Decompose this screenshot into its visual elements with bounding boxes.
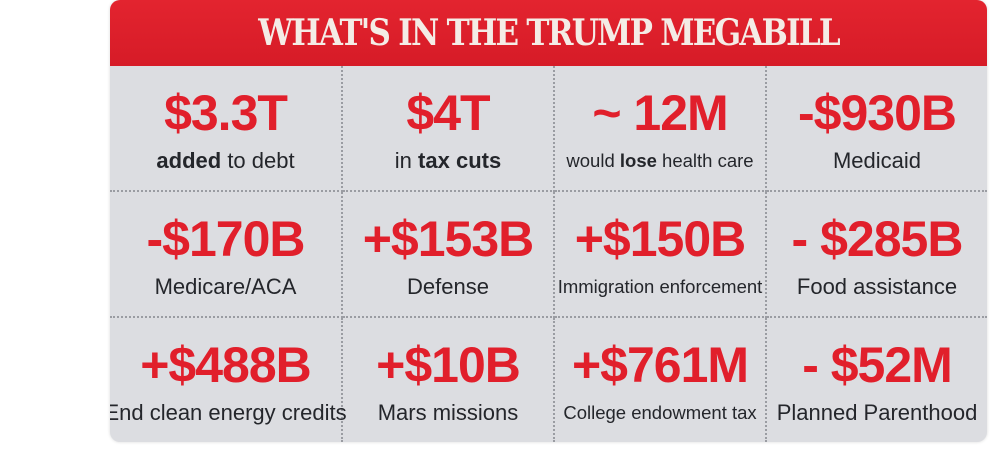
stat-label: Defense	[407, 273, 489, 301]
stat-value: $3.3T	[164, 85, 288, 141]
stat-label-text: would	[566, 150, 620, 171]
stat-cell: -$930B Medicaid	[767, 66, 987, 192]
stat-label-text: in	[394, 148, 419, 173]
stat-value: - $285B	[791, 211, 964, 267]
stat-label-text: Medicare/ACA	[154, 274, 297, 299]
stat-cell: -$170B Medicare/ACA	[110, 192, 343, 318]
stat-label: added to debt	[156, 147, 294, 175]
stat-label: Mars missions	[378, 399, 519, 427]
stat-value: +$761M	[571, 337, 749, 393]
infographic-title: WHAT'S IN THE TRUMP MEGABILL	[258, 12, 840, 54]
stat-label-text: Mars missions	[377, 400, 519, 425]
stat-cell: $3.3T added to debt	[110, 66, 343, 192]
stat-cell: +$150B Immigration enforcement	[555, 192, 767, 318]
stat-cell: +$153B Defense	[343, 192, 555, 318]
stat-label-text: Defense	[407, 274, 489, 299]
stat-label-text: End clean energy credits	[110, 400, 347, 425]
stat-cell: +$761M College endowment tax	[555, 318, 767, 442]
stat-label: Food assistance	[797, 273, 957, 301]
stat-value: +$10B	[376, 337, 521, 393]
stat-value: - $52M	[802, 337, 953, 393]
stat-label-text: health care	[656, 150, 754, 171]
stat-label-emphasis: added	[156, 148, 222, 173]
stat-label: College endowment tax	[563, 399, 756, 427]
stat-cell: - $52M Planned Parenthood	[767, 318, 987, 442]
stat-cell: - $285B Food assistance	[767, 192, 987, 318]
stat-cell: $4T in tax cuts	[343, 66, 555, 192]
stat-label-text: Food assistance	[796, 274, 958, 299]
stats-grid: $3.3T added to debt $4T in tax cuts ~ 12M wou…	[110, 66, 987, 442]
stat-label-text: to debt	[221, 148, 295, 173]
stat-label-emphasis: tax cuts	[418, 148, 502, 173]
stat-value: $4T	[406, 85, 490, 141]
stat-value: +$488B	[140, 337, 312, 393]
stat-label: Immigration enforcement	[558, 273, 763, 301]
stat-label-text: College endowment tax	[563, 402, 757, 423]
header-banner: WHAT'S IN THE TRUMP MEGABILL	[110, 0, 987, 66]
stat-label: Medicare/ACA	[155, 273, 297, 301]
stat-label: in tax cuts	[395, 147, 501, 175]
stat-cell: +$488B End clean energy credits	[110, 318, 347, 442]
stat-value: -$170B	[146, 211, 306, 267]
stat-cell: ~ 12M would lose health care	[555, 66, 767, 192]
stat-label-text: Planned Parenthood	[776, 400, 978, 425]
stat-label: would lose health care	[566, 147, 753, 175]
stat-label: Medicaid	[833, 147, 921, 175]
stat-label: Planned Parenthood	[777, 399, 978, 427]
stat-value: -$930B	[798, 85, 957, 141]
stat-label: End clean energy credits	[110, 399, 347, 427]
stat-label-text: Medicaid	[832, 148, 922, 173]
stat-cell: +$10B Mars missions	[343, 318, 555, 442]
stat-label-text: Immigration enforcement	[557, 276, 763, 297]
stat-value: ~ 12M	[592, 85, 728, 141]
megabill-infographic: WHAT'S IN THE TRUMP MEGABILL $3.3T added …	[110, 0, 987, 442]
stat-label-emphasis: lose	[619, 150, 657, 171]
stat-value: +$150B	[574, 211, 747, 267]
stat-value: +$153B	[362, 211, 535, 267]
